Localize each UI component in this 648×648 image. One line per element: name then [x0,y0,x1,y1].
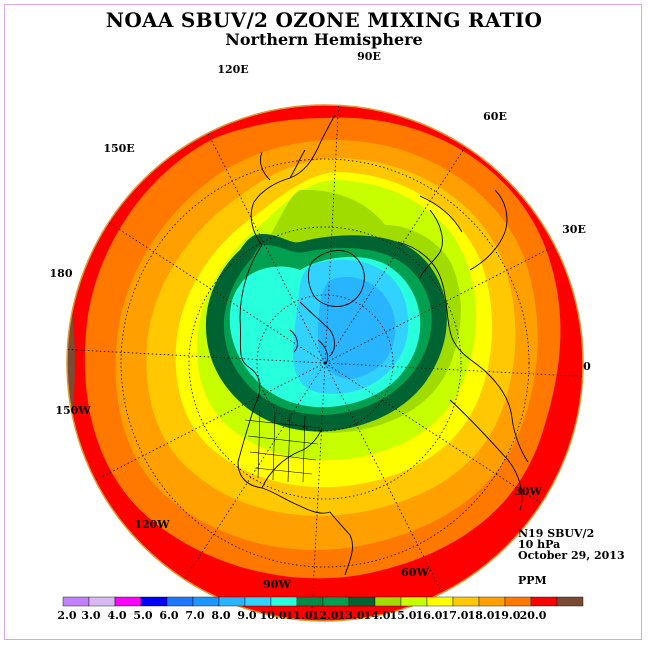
field-band-20-patch [420,105,455,108]
meridian-line [93,362,326,482]
colorbar-swatch [426,596,454,607]
colorbar-swatch [478,596,506,607]
colorbar-tick-label: 4.0 [107,609,126,622]
colorbar-tick-label: 3.0 [81,609,100,622]
colorbar-swatch [400,596,428,607]
meridian-line [324,244,557,364]
coast-europe [419,209,443,279]
latitude-circle [256,294,394,432]
label-90w: 90W [263,578,291,591]
colorbar-swatch [556,596,584,607]
colorbar-swatch [192,596,220,607]
ozone-field [67,105,583,621]
state-boundaries [244,409,321,483]
latitude-circle [120,158,530,568]
coast-canada-islands [289,301,335,365]
colorbar-swatch [452,596,480,607]
coastlines [237,114,529,576]
colorbar-swatch [296,596,324,607]
colorbar-swatch [114,596,142,607]
meridian-line [324,105,340,364]
colorbar-tick-label: 6.0 [159,609,178,622]
date-label: October 29, 2013 [518,549,625,562]
label-90e: 90E [357,50,381,63]
label-150e: 150E [103,142,134,155]
meridian-line [67,348,326,364]
colorbar-tick-label: 14.0 [364,609,391,622]
latitude-circle [188,226,462,500]
coast-africa [449,399,523,511]
label-150w: 150W [55,404,91,417]
label-120e: 120E [217,63,248,76]
pressure-level-label: 10 hPa [518,538,561,551]
coast-greenland [307,250,365,307]
label-120w: 120W [134,518,170,531]
colorbar-tick-label: 8.0 [211,609,230,622]
colorbar-swatch [88,596,116,607]
colorbar-tick-label: 12.0 [312,609,339,622]
colorbar-tick-label: 20.0 [520,609,547,622]
label-180: 180 [50,267,73,280]
graticule [67,105,583,621]
colorbar-swatch [348,596,376,607]
coast-north-america [237,244,353,576]
colorbar-tick-label: 10.0 [260,609,287,622]
field-band-8 [318,276,396,379]
map-boundary [66,104,584,622]
satellite-label: N19 SBUV/2 [518,527,595,540]
colorbar-tick-label: 17.0 [442,609,469,622]
colorbar-swatch [270,596,298,607]
meridian-labels: 120E 90E 60E 30E 150E 180 0 150W 120W 90… [50,50,592,591]
meridian-line [324,144,467,364]
meridian-line [206,131,326,364]
colorbar-tick-label: 11.0 [286,609,313,622]
colorbar-swatch [244,596,272,607]
colorbar-swatch [218,596,246,607]
figure-frame [4,4,642,640]
colorbar-swatch [374,596,402,607]
coast-eurasia [397,189,529,463]
label-60e: 60E [483,110,507,123]
colorbar-swatch [530,596,558,607]
map-title: NOAA SBUV/2 OZONE MIXING RATIO [105,8,543,32]
colorbar-swatch [504,596,532,607]
colorbar-tick-label: 13.0 [338,609,365,622]
colorbar-tick-label: 9.0 [237,609,256,622]
meridian-line [324,362,544,505]
colorbar-swatch [62,596,90,607]
coast-asia-east [250,114,336,246]
meridian-line [106,221,326,364]
colorbar-tick-label: 2.0 [57,609,76,622]
meridian-line [310,362,326,621]
colorbar-tick-label: 15.0 [390,609,417,622]
meridian-line [183,362,326,582]
colorbar-tick-label: 18.0 [468,609,495,622]
colorbar-tick-label: 19.0 [494,609,521,622]
meridian-line [324,362,583,378]
label-0: 0 [583,360,591,373]
colorbar-tick-label: 7.0 [185,609,204,622]
colorbar: 2.0 3.0 4.0 5.0 6.0 7.0 8.0 9.0 10.0 11.0 12.0 13.0… [57,596,584,622]
colorbar-swatch [166,596,194,607]
colorbar-tick-label: 16.0 [416,609,443,622]
colorbar-swatch [140,596,168,607]
colorbar-swatch [322,596,350,607]
unit-label: PPM [518,574,547,587]
colorbar-tick-label: 5.0 [133,609,152,622]
map-subtitle: Northern Hemisphere [225,30,423,49]
label-30w: 30W [514,485,542,498]
meridian-line [324,362,444,595]
label-60w: 60W [401,566,429,579]
label-30e: 30E [562,223,586,236]
